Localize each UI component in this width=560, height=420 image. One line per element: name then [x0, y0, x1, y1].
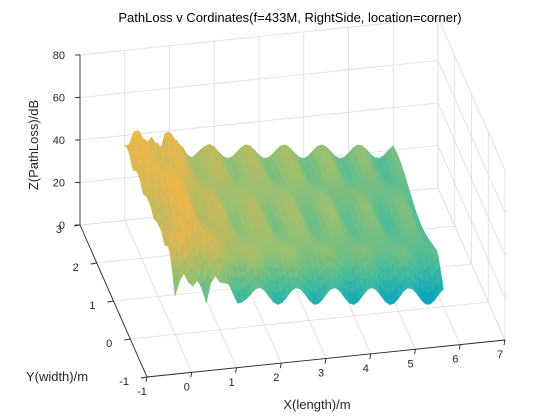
y-axis-label: Y(width)/m	[26, 369, 88, 384]
x-tick-mark	[235, 367, 237, 373]
z-tick-label: 20	[53, 178, 65, 190]
x-tick-label: 0	[184, 381, 190, 393]
x-tick-mark	[190, 372, 193, 378]
side-grid-z	[437, 17, 506, 171]
x-tick-mark	[369, 353, 372, 359]
floor-grid-y	[130, 301, 489, 340]
z-tick-label: 60	[53, 93, 65, 105]
side-grid-z	[437, 187, 506, 341]
x-tick-mark	[503, 339, 506, 346]
surface-layer	[124, 130, 444, 306]
chart-title: PathLoss v Cordinates(f=433M, RightSide,…	[118, 10, 461, 25]
y-tick-mark	[107, 300, 114, 303]
x-tick-mark	[414, 349, 416, 355]
y-tick-mark	[124, 338, 131, 341]
x-tick-label: 1	[228, 377, 234, 389]
y-tick-mark	[90, 262, 97, 265]
side-grid-z	[437, 145, 506, 298]
axis-layer	[73, 54, 506, 383]
y-tick-label: 0	[106, 338, 112, 350]
x-tick-label: 5	[407, 358, 413, 370]
x-tick-mark	[279, 363, 282, 369]
x-tick-mark	[458, 344, 461, 350]
x-tick-label: 6	[452, 354, 458, 366]
x-tick-label: 3	[318, 368, 324, 380]
z-tick-label: 40	[53, 135, 65, 147]
side-grid-z	[437, 60, 506, 213]
surface-patch	[437, 277, 444, 295]
back-grid-z	[79, 17, 439, 56]
x-tick-label: -1	[137, 386, 147, 398]
x-tick-label: 2	[273, 372, 279, 384]
z-tick-label: 80	[53, 50, 65, 62]
x-tick-label: 4	[363, 363, 369, 375]
y-tick-label: -1	[119, 376, 129, 388]
y-tick-mark	[140, 376, 148, 379]
y-tick-label: 2	[73, 262, 79, 274]
z-tick-label: 0	[59, 220, 65, 232]
y-tick-label: 3	[56, 224, 62, 236]
side-grid-z	[437, 102, 506, 256]
x-tick-label: 7	[497, 349, 503, 361]
x-axis-label: X(length)/m	[283, 397, 350, 412]
back-grid-z	[79, 60, 439, 98]
x-tick-mark	[145, 376, 148, 383]
y-tick-label: 1	[89, 300, 95, 312]
z-axis-label: Z(PathLoss)/dB	[26, 100, 41, 190]
x-tick-mark	[324, 358, 327, 364]
